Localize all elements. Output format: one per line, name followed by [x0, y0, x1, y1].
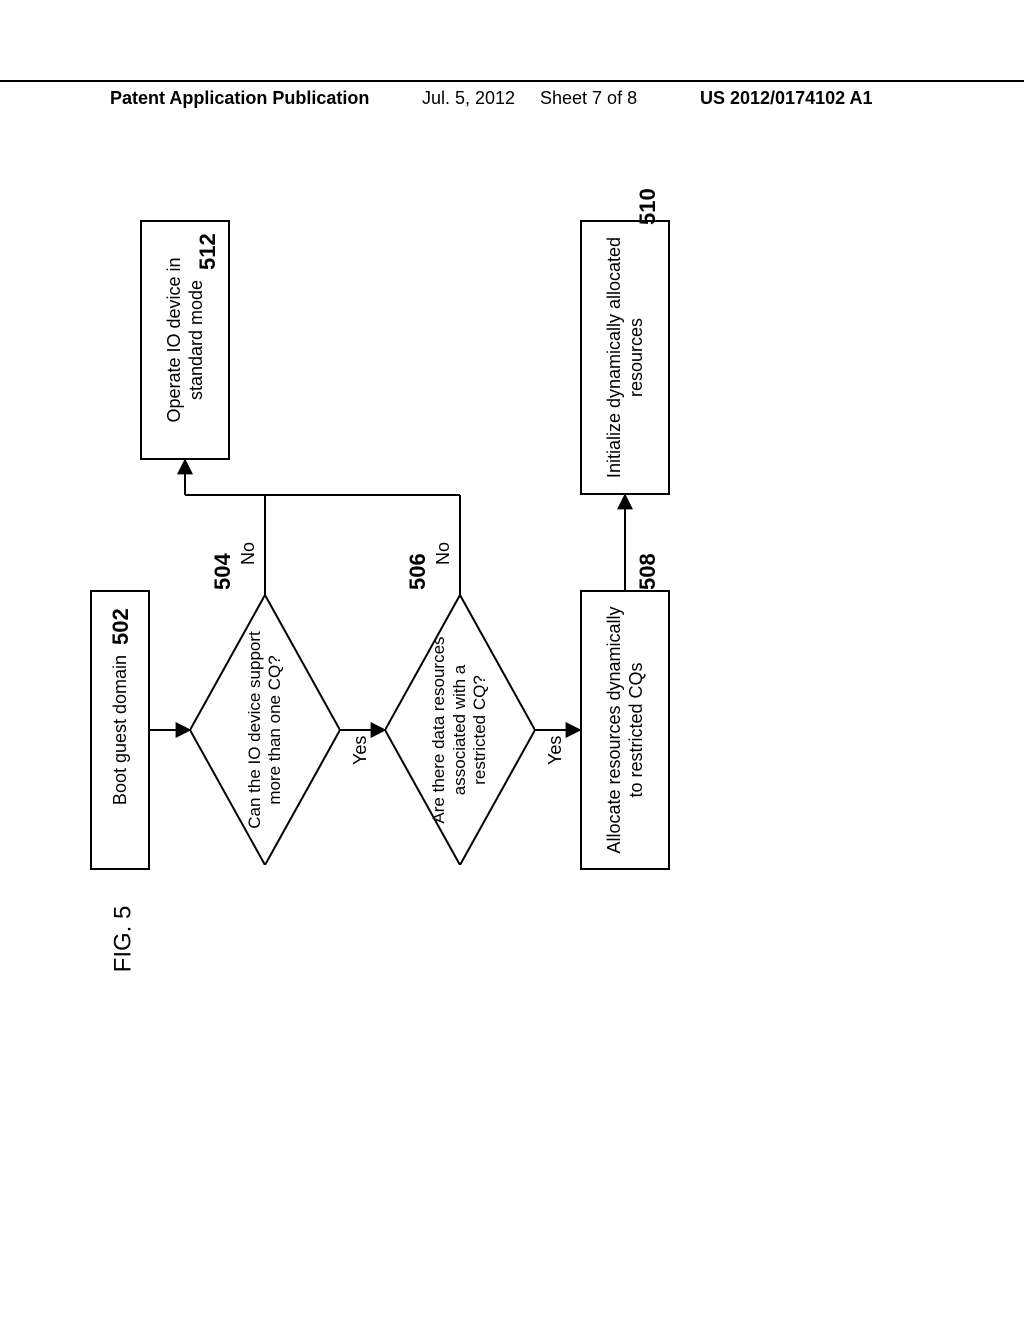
node-allocate-resources: Allocate resources dynamically to restri… [580, 590, 670, 870]
node-label: Boot guest domain [109, 655, 132, 805]
page-header: Patent Application Publication Jul. 5, 2… [0, 80, 1024, 88]
header-date: Jul. 5, 2012 [422, 88, 515, 109]
header-publication: Patent Application Publication [110, 88, 369, 109]
node-initialize-resources: Initialize dynamically allocated resourc… [580, 220, 670, 495]
ref-512: 512 [195, 233, 221, 270]
node-label: Initialize dynamically allocated resourc… [603, 228, 648, 487]
header-pubno: US 2012/0174102 A1 [700, 88, 872, 109]
node-label: Allocate resources dynamically to restri… [603, 598, 648, 862]
header-sheet: Sheet 7 of 8 [540, 88, 637, 109]
flowchart: Boot guest domain 502 Can the IO device … [80, 210, 800, 890]
edge-label-504-no: No [238, 542, 259, 565]
ref-506: 506 [405, 553, 431, 590]
ref-502: 502 [108, 608, 134, 645]
ref-504: 504 [210, 553, 236, 590]
node-can-io-device-support: Can the IO device support more than one … [190, 595, 340, 865]
figure-label: FIG. 5 [109, 906, 137, 973]
node-are-there-data-resources: Are there data resources associated with… [385, 595, 535, 865]
edge-label-506-yes: Yes [545, 736, 566, 765]
ref-508: 508 [635, 553, 661, 590]
node-label: Are there data resources associated with… [429, 629, 490, 831]
ref-510: 510 [635, 188, 661, 225]
edge-label-506-no: No [433, 542, 454, 565]
edge-label-504-yes: Yes [350, 736, 371, 765]
node-label: Can the IO device support more than one … [245, 629, 286, 831]
